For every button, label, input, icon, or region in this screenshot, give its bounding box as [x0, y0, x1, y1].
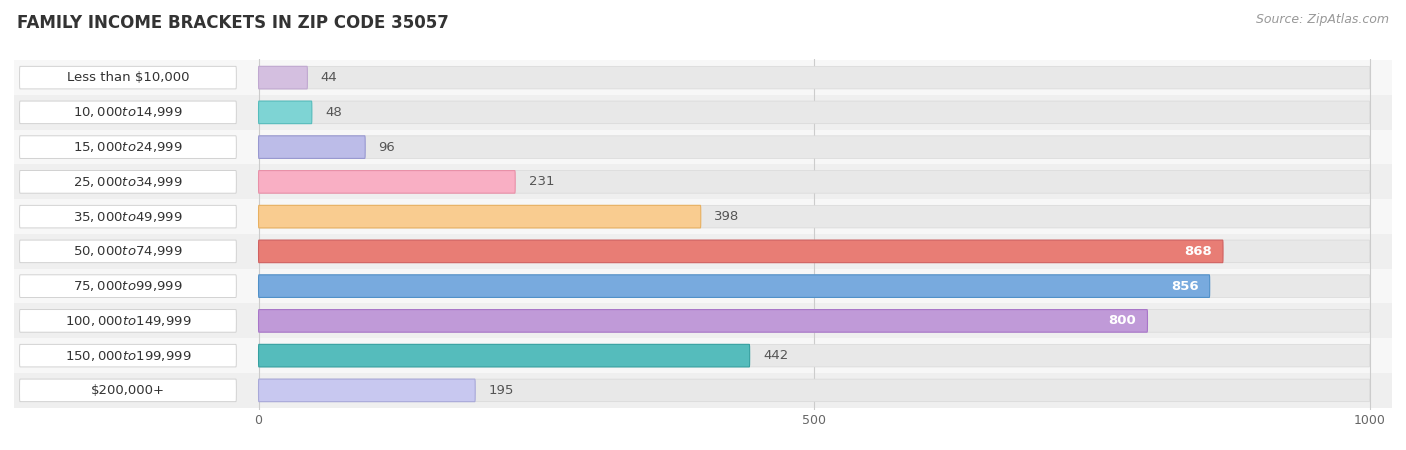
FancyBboxPatch shape — [259, 240, 1369, 263]
FancyBboxPatch shape — [20, 379, 236, 402]
FancyBboxPatch shape — [259, 171, 1369, 193]
Text: 44: 44 — [321, 71, 337, 84]
Text: $15,000 to $24,999: $15,000 to $24,999 — [73, 140, 183, 154]
FancyBboxPatch shape — [259, 66, 308, 89]
FancyBboxPatch shape — [20, 205, 236, 228]
FancyBboxPatch shape — [259, 240, 1223, 263]
Text: 231: 231 — [529, 176, 554, 189]
FancyBboxPatch shape — [259, 310, 1147, 332]
Text: 442: 442 — [763, 349, 789, 362]
Text: $150,000 to $199,999: $150,000 to $199,999 — [65, 349, 191, 363]
FancyBboxPatch shape — [14, 130, 1392, 165]
FancyBboxPatch shape — [259, 136, 366, 158]
FancyBboxPatch shape — [259, 101, 1369, 124]
FancyBboxPatch shape — [20, 136, 236, 158]
Text: 800: 800 — [1108, 315, 1136, 328]
FancyBboxPatch shape — [259, 101, 312, 124]
FancyBboxPatch shape — [259, 379, 1369, 402]
FancyBboxPatch shape — [14, 373, 1392, 408]
Text: $50,000 to $74,999: $50,000 to $74,999 — [73, 244, 183, 258]
Text: $200,000+: $200,000+ — [91, 384, 165, 397]
FancyBboxPatch shape — [14, 60, 1392, 95]
FancyBboxPatch shape — [14, 164, 1392, 199]
FancyBboxPatch shape — [20, 171, 236, 193]
FancyBboxPatch shape — [259, 310, 1369, 332]
FancyBboxPatch shape — [259, 275, 1369, 297]
FancyBboxPatch shape — [14, 199, 1392, 234]
Text: $25,000 to $34,999: $25,000 to $34,999 — [73, 175, 183, 189]
Text: 48: 48 — [325, 106, 342, 119]
Text: Less than $10,000: Less than $10,000 — [66, 71, 190, 84]
FancyBboxPatch shape — [20, 66, 236, 89]
FancyBboxPatch shape — [14, 338, 1392, 373]
FancyBboxPatch shape — [14, 303, 1392, 338]
FancyBboxPatch shape — [259, 344, 1369, 367]
Text: 868: 868 — [1184, 245, 1212, 258]
Text: $75,000 to $99,999: $75,000 to $99,999 — [73, 279, 183, 293]
FancyBboxPatch shape — [259, 171, 515, 193]
FancyBboxPatch shape — [259, 344, 749, 367]
FancyBboxPatch shape — [20, 310, 236, 332]
Text: $10,000 to $14,999: $10,000 to $14,999 — [73, 105, 183, 119]
FancyBboxPatch shape — [259, 275, 1209, 297]
FancyBboxPatch shape — [20, 344, 236, 367]
FancyBboxPatch shape — [20, 240, 236, 263]
FancyBboxPatch shape — [259, 379, 475, 402]
Text: 398: 398 — [714, 210, 740, 223]
FancyBboxPatch shape — [14, 234, 1392, 269]
FancyBboxPatch shape — [259, 136, 1369, 158]
FancyBboxPatch shape — [20, 101, 236, 124]
Text: FAMILY INCOME BRACKETS IN ZIP CODE 35057: FAMILY INCOME BRACKETS IN ZIP CODE 35057 — [17, 14, 449, 32]
Text: 195: 195 — [488, 384, 515, 397]
Text: 856: 856 — [1171, 279, 1198, 292]
FancyBboxPatch shape — [259, 66, 1369, 89]
FancyBboxPatch shape — [14, 95, 1392, 130]
Text: $35,000 to $49,999: $35,000 to $49,999 — [73, 210, 183, 224]
Text: 96: 96 — [378, 140, 395, 153]
FancyBboxPatch shape — [14, 269, 1392, 304]
FancyBboxPatch shape — [259, 205, 1369, 228]
Text: $100,000 to $149,999: $100,000 to $149,999 — [65, 314, 191, 328]
FancyBboxPatch shape — [20, 275, 236, 297]
FancyBboxPatch shape — [259, 205, 700, 228]
Text: Source: ZipAtlas.com: Source: ZipAtlas.com — [1256, 14, 1389, 27]
